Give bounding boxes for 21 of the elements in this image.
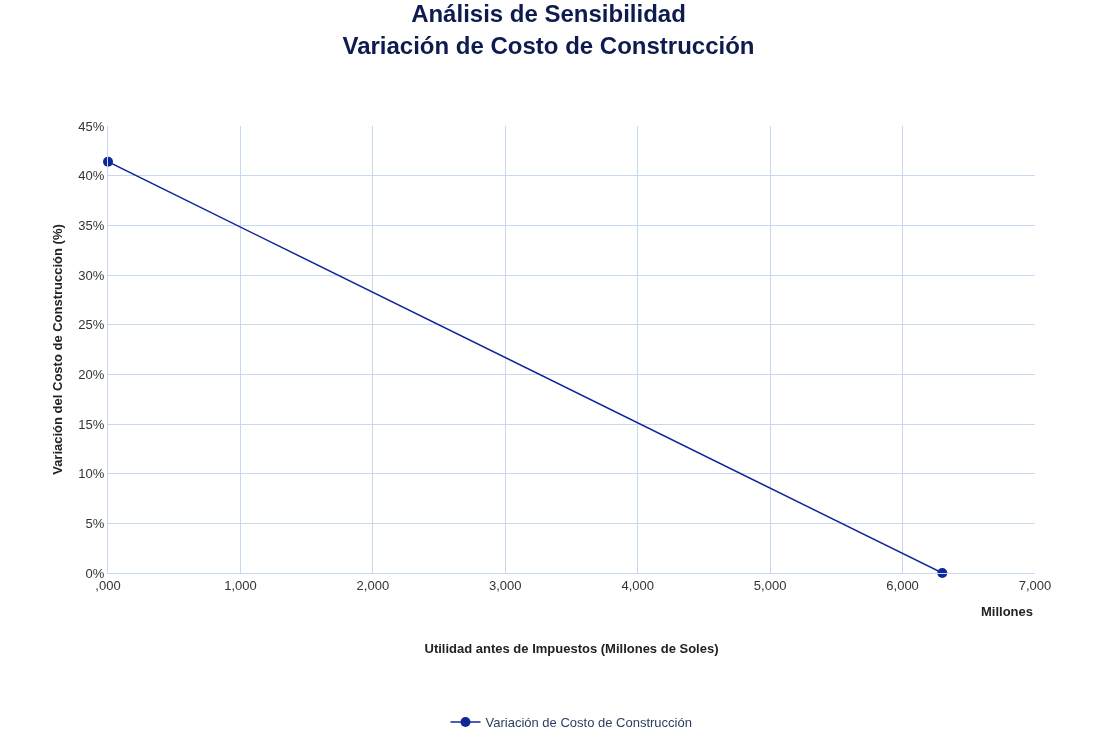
- x-tick-label: 2,000: [356, 577, 390, 593]
- legend-label: Variación de Costo de Construcción: [485, 715, 692, 731]
- y-tick-label: 20%: [78, 366, 105, 382]
- text: Millones: [981, 604, 1034, 619]
- x-tick-label: 4,000: [621, 577, 654, 593]
- y-tick-label: 40%: [78, 168, 105, 184]
- x-axis-title: Utilidad antes de Impuestos (Millones de Soles): [424, 641, 719, 657]
- x-tick-label: 7,000: [1018, 577, 1052, 593]
- chart-title: Análisis de Sensibilidad Variación de Costo de Construcción: [342, 0, 755, 59]
- x-tick-label: 1,000: [224, 577, 257, 593]
- y-axis-title: Variación del Costo de Construcción (%): [50, 224, 66, 475]
- y-tick-label: 15%: [78, 416, 105, 432]
- y-tick-label: 45%: [78, 118, 105, 134]
- x-tick-label: 5,000: [753, 577, 787, 593]
- x-tick-label: 6,000: [886, 577, 919, 593]
- y-tick-label: 5%: [85, 515, 105, 531]
- y-tick-label: 25%: [78, 317, 105, 333]
- y-tick-label: 30%: [78, 267, 105, 283]
- x-tick-label: 3,000: [489, 577, 522, 593]
- y-tick-label: 35%: [78, 217, 105, 233]
- y-tick-label: 10%: [78, 466, 105, 482]
